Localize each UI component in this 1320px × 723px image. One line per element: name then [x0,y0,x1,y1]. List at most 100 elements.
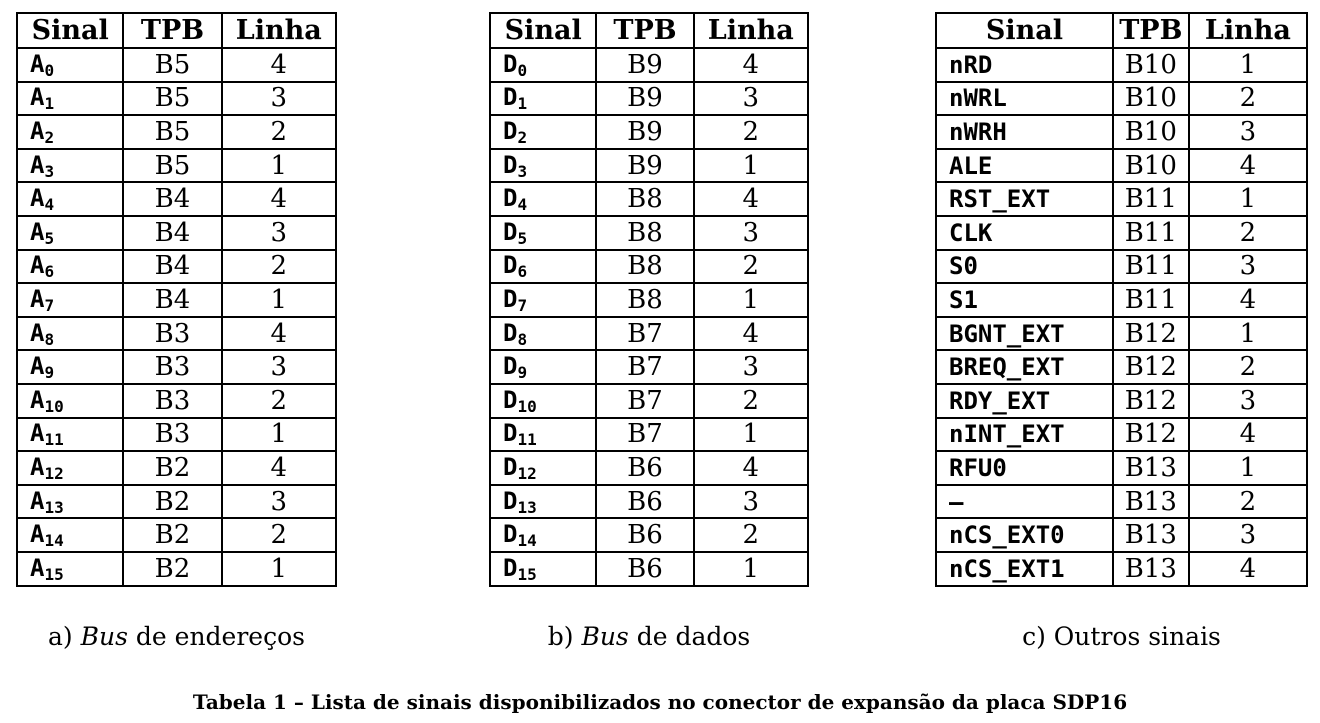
tpb-cell: B13 [1111,483,1190,520]
line-cell: 4 [692,181,810,217]
signal-cell: D6 [488,248,598,285]
signal-name: D [503,49,518,78]
signal-name: A [30,520,45,549]
signal-cell: A4 [15,181,125,217]
signal-index: 3 [44,161,55,181]
signal-cell: S0 [935,248,1114,285]
tpb-cell: B12 [1111,315,1190,352]
signal-cell: A1 [15,80,125,117]
signal-name: D [503,116,518,145]
tpb-cell: B4 [122,248,223,285]
tpb-cell: B13 [1111,550,1190,587]
table-row: D12 B6 4 [488,450,810,486]
signal-name: nWRL [949,84,1007,113]
signal-name: A [30,553,45,582]
signal-cell: BREQ_EXT [935,349,1114,385]
tpb-cell: B5 [122,80,223,117]
line-cell: 3 [220,214,338,251]
address-bus-table: Sinal TPB Linha A0 B5 4 A1 B5 3 A2 B5 2 A3 B5 1 A4 B4… [15,12,338,587]
tpb-cell: B11 [1111,248,1190,285]
table-header-row: Sinal TPB Linha [935,12,1309,49]
line-cell: 4 [220,315,338,352]
signal-name: D [503,419,518,448]
line-cell: 3 [692,80,810,117]
signal-index: 1 [44,94,55,114]
line-cell: 3 [692,214,810,251]
other-signals-table: Sinal TPB Linha nRD B10 1 nWRL B10 2 nWRH B10 3 A… [935,12,1309,587]
signal-index: 7 [44,295,55,315]
table-row: D13 B6 3 [488,483,810,520]
signal-cell: D1 [488,80,598,117]
signal-name: A [30,116,45,145]
line-cell: 1 [1187,47,1309,83]
signal-cell: D2 [488,114,598,150]
signal-header: Sinal [15,12,125,49]
signal-index: 14 [44,531,64,551]
line-cell: 3 [220,483,338,520]
line-cell: 4 [220,47,338,83]
tpb-cell: B13 [1111,450,1190,486]
table-row: A12 B2 4 [15,450,338,486]
signal-cell: A3 [15,147,125,184]
line-cell: 4 [220,181,338,217]
line-cell: 2 [220,382,338,419]
signal-index: 15 [44,564,64,584]
tpb-header: TPB [595,12,695,49]
signal-cell: D12 [488,450,598,486]
line-cell: 3 [220,80,338,117]
table-row: RFU0 B13 1 [935,450,1309,486]
line-cell: 2 [220,248,338,285]
signal-name: D [503,83,518,112]
signal-index: 8 [44,329,55,349]
line-cell: 1 [692,416,810,453]
signal-name: A [30,150,45,179]
tpb-header: TPB [122,12,223,49]
signal-cell: A11 [15,416,125,453]
table-row: A0 B5 4 [15,47,338,83]
tpb-cell: B5 [122,114,223,150]
signal-name: D [503,352,518,381]
line-cell: 2 [220,114,338,150]
line-cell: 3 [1187,382,1309,419]
signal-name: ALE [949,151,993,180]
line-cell: 1 [220,550,338,587]
tpb-cell: B5 [122,47,223,83]
signal-name: D [503,150,518,179]
signal-index: 11 [44,430,64,450]
signal-cell: BGNT_EXT [935,315,1114,352]
signal-cell: RFU0 [935,450,1114,486]
line-cell: 4 [692,47,810,83]
signal-index: 13 [44,497,64,517]
line-cell: 4 [692,315,810,352]
table-row: nRD B10 1 [935,47,1309,83]
tpb-cell: B7 [595,416,695,453]
signal-name: nRD [949,50,993,79]
line-cell: 3 [1187,248,1309,285]
signal-cell: A7 [15,282,125,318]
table-row: – B13 2 [935,483,1309,520]
signal-cell: nRD [935,47,1114,83]
table-row: A13 B2 3 [15,483,338,520]
tpb-cell: B3 [122,349,223,385]
signal-name: D [503,184,518,213]
signal-cell: ALE [935,147,1114,184]
signal-index: 12 [44,463,64,483]
line-cell: 4 [1187,147,1309,184]
table-row: D6 B8 2 [488,248,810,285]
line-cell: 2 [692,382,810,419]
signal-cell: A8 [15,315,125,352]
line-cell: 2 [220,517,338,553]
signal-name: RST_EXT [949,185,1051,214]
table-row: D9 B7 3 [488,349,810,385]
signal-name: A [30,318,45,347]
tpb-cell: B2 [122,450,223,486]
line-cell: 4 [220,450,338,486]
line-cell: 2 [1187,349,1309,385]
table-row: D2 B9 2 [488,114,810,150]
tpb-cell: B7 [595,382,695,419]
tpb-cell: B8 [595,248,695,285]
tpb-cell: B4 [122,282,223,318]
tpb-cell: B12 [1111,416,1190,453]
signal-name: S1 [949,285,978,314]
table-row: A14 B2 2 [15,517,338,553]
